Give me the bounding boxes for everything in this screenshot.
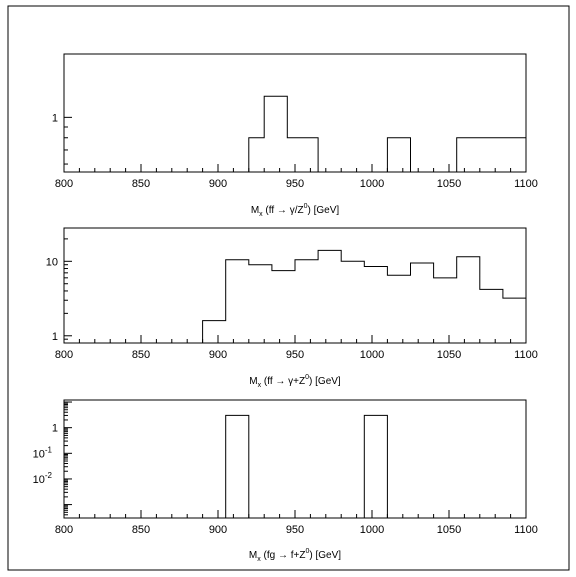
histogram-bin	[411, 263, 434, 343]
x-axis-label: Mx (ff → γ+Z0) [GeV]	[249, 374, 341, 389]
histogram-bin	[503, 298, 526, 343]
x-tick-label: 900	[209, 524, 227, 536]
x-label-prefix: M	[249, 376, 257, 387]
x-tick-label: 900	[209, 349, 227, 361]
x-label-body: (ff → γ+Z	[261, 376, 305, 387]
x-label-tail: ) [GeV]	[309, 376, 341, 387]
x-tick-label: 1000	[360, 349, 384, 361]
x-label-sup: 0	[305, 548, 309, 555]
x-label-sup: 0	[304, 203, 308, 210]
histogram-outline	[202, 249, 527, 343]
y-tick-base: 10	[33, 448, 45, 460]
figure-border	[7, 5, 570, 571]
histogram-bin	[203, 321, 226, 343]
y-tick-label: 1	[52, 331, 58, 343]
histogram-bin	[457, 257, 480, 343]
y-tick-label: 10-1	[33, 445, 53, 460]
x-tick-label: 950	[286, 178, 304, 190]
x-tick-label: 1100	[514, 349, 538, 361]
x-label-tail: ) [GeV]	[308, 205, 340, 216]
x-tick-label: 1050	[437, 178, 461, 190]
x-tick-label: 1050	[437, 349, 461, 361]
histogram-bin	[480, 289, 503, 343]
y-tick-label: 10-2	[33, 471, 53, 486]
histogram-bin	[295, 260, 318, 343]
x-label-sub: x	[259, 211, 263, 218]
histogram-bin	[364, 267, 387, 343]
x-tick-label: 900	[209, 178, 227, 190]
x-label-tail: ) [GeV]	[309, 550, 341, 561]
x-label-prefix: M	[251, 205, 259, 216]
x-tick-label: 1050	[437, 524, 461, 536]
y-tick-label: 1	[52, 112, 58, 124]
x-axis-label: Mx (fg → f+Z0) [GeV]	[249, 548, 341, 563]
x-tick-label: 850	[132, 178, 150, 190]
x-tick-label: 850	[132, 524, 150, 536]
panel-2: 800 850 900 950 1000 1050 1100 1 10 Mx (ff → γ+Z0…	[46, 227, 538, 389]
y-tick-label: 1	[52, 423, 58, 435]
histogram-bin	[226, 260, 249, 343]
x-label-sub: x	[258, 382, 262, 389]
histogram-bin	[341, 261, 364, 343]
x-axis-label: Mx (ff → γ/Z0) [GeV]	[251, 203, 340, 218]
histogram-bin	[364, 415, 387, 518]
x-tick-label: 1100	[514, 178, 538, 190]
x-label-sub: x	[257, 556, 261, 563]
histogram-bin	[387, 275, 410, 343]
x-tick-label: 850	[132, 349, 150, 361]
panel-1: 800 850 900 950 1000 1050 1100 1 Mx (ff → γ/Z0) …	[52, 53, 538, 218]
x-label-body: (fg → f+Z	[261, 550, 306, 561]
y-tick-exponent: -1	[45, 445, 53, 454]
x-tick-label: 1000	[360, 178, 384, 190]
x-tick-label: 950	[286, 524, 304, 536]
x-label-sup: 0	[305, 374, 309, 381]
y-tick-label: 10	[46, 256, 58, 268]
histogram-bin	[249, 265, 272, 343]
histogram-outline	[225, 414, 388, 518]
histogram-bin	[287, 138, 318, 172]
x-tick-label: 800	[55, 178, 73, 190]
x-label-prefix: M	[249, 550, 257, 561]
x-label-body: (ff → γ/Z	[263, 205, 304, 216]
x-tick-label: 1000	[360, 524, 384, 536]
x-tick-label: 800	[55, 349, 73, 361]
plot-frame	[63, 399, 527, 519]
y-tick-exponent: -2	[45, 471, 53, 480]
histogram-outline	[248, 95, 527, 172]
histogram-bin	[226, 415, 249, 518]
histogram-bin	[264, 96, 287, 172]
y-tick-base: 10	[33, 474, 45, 486]
histogram-bin	[387, 138, 410, 172]
x-tick-label: 1100	[514, 524, 538, 536]
histogram-bin	[318, 250, 341, 343]
x-tick-label: 950	[286, 349, 304, 361]
histogram-bin	[457, 138, 526, 172]
histogram-bin	[272, 271, 295, 343]
x-tick-label: 800	[55, 524, 73, 536]
histogram-bin	[434, 278, 457, 343]
histogram-bin	[249, 138, 264, 172]
